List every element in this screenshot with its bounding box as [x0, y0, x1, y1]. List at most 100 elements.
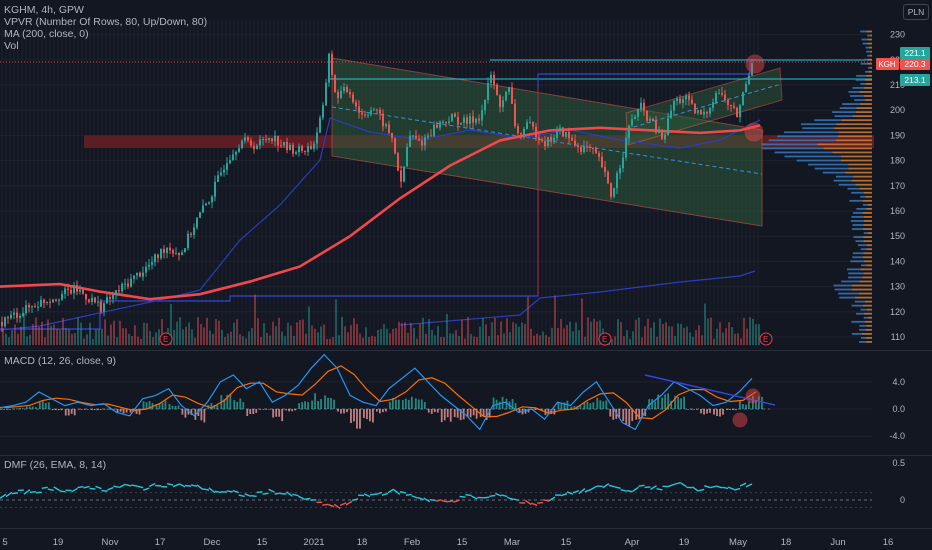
dmf-line-segment	[190, 484, 198, 487]
macd-histogram-bar	[709, 409, 711, 413]
volume-bar	[446, 313, 448, 345]
dmf-line-segment	[590, 485, 598, 491]
vpvr-down-bar	[853, 175, 872, 178]
volume-bar	[20, 326, 22, 345]
macd-histogram-bar	[592, 402, 595, 409]
volume-bar	[362, 337, 364, 345]
dmf-line-segment	[345, 500, 353, 506]
ma-legend[interactable]: MA (200, close, 0)	[4, 28, 89, 40]
macd-histogram-bar	[372, 409, 374, 423]
volume-bar	[308, 306, 310, 345]
dmf-line-segment	[328, 503, 335, 508]
candle-body	[256, 145, 258, 150]
macd-histogram-bar	[482, 409, 485, 417]
vpvr-up-bar	[851, 191, 864, 194]
candle-body	[277, 135, 279, 146]
dmf-line-segment	[166, 482, 174, 486]
macd-histogram-bar	[129, 409, 132, 413]
ma200-line	[0, 124, 761, 301]
macd-trendline	[644, 374, 776, 406]
dmf-line-segment	[602, 483, 610, 489]
symbol-line[interactable]: KGHM, 4h, GPW	[4, 4, 84, 16]
macd-title[interactable]: MACD (12, 26, close, 9)	[4, 355, 117, 367]
macd-histogram-bar	[44, 403, 47, 409]
candle-body	[379, 109, 381, 114]
candle-body	[262, 139, 264, 141]
volume-bar	[740, 338, 742, 345]
vpvr-down-bar	[866, 30, 872, 33]
volume-bar	[392, 328, 394, 345]
candle-body	[190, 233, 192, 235]
vpvr-up-bar	[851, 332, 862, 335]
macd-histogram-bar	[550, 409, 553, 415]
volume-bar	[218, 320, 220, 345]
macd-histogram-bar	[745, 404, 747, 409]
macd-histogram-bar	[625, 409, 628, 425]
volume-bar	[281, 331, 283, 345]
volume-bar	[50, 325, 52, 345]
dmf-tick-label: 0.5	[892, 458, 905, 468]
volume-bar	[158, 329, 160, 345]
vpvr-up-bar	[848, 276, 863, 279]
volume-bar	[335, 299, 337, 345]
macd-histogram-bar	[158, 403, 161, 409]
macd-histogram-bar	[706, 409, 708, 414]
price-tick-label: 120	[890, 307, 905, 317]
dmf-line-segment	[143, 487, 150, 491]
vpvr-up-bar	[861, 38, 868, 41]
vpvr-up-bar	[841, 280, 860, 283]
candle-body	[418, 138, 420, 141]
volume-bar	[593, 318, 595, 345]
candle-body	[460, 122, 462, 125]
dmf-line-segment	[89, 487, 96, 490]
candle-body	[613, 188, 615, 197]
candle-body	[151, 262, 153, 265]
currency-badge[interactable]: PLN	[903, 4, 929, 20]
volume-bar	[656, 336, 658, 345]
macd-histogram-bar	[229, 393, 232, 409]
macd-histogram-bar	[589, 403, 592, 409]
volume-bar	[41, 321, 43, 345]
price-tag-symbol: KGH	[878, 60, 896, 69]
volume-bar	[641, 337, 643, 345]
vpvr-down-bar	[867, 38, 872, 41]
macd-histogram-bar	[735, 409, 737, 411]
macd-histogram-bar	[73, 409, 76, 416]
dmf-line-segment	[453, 499, 460, 503]
candle-body	[718, 93, 720, 95]
volume-bar	[251, 328, 253, 345]
volume-bar	[524, 323, 526, 345]
candle-body	[274, 135, 276, 142]
dmf-line-segment	[250, 494, 257, 498]
candle-body	[67, 288, 69, 290]
blue-trend-line	[0, 117, 761, 331]
candle-body	[7, 317, 9, 319]
vpvr-legend[interactable]: VPVR (Number Of Rows, 80, Up/Down, 80)	[4, 16, 208, 28]
dmf-line-segment	[530, 502, 538, 506]
vol-legend[interactable]: Vol	[4, 40, 19, 52]
candle-body	[238, 148, 240, 152]
macd-histogram-bar	[3, 409, 5, 410]
dmf-line-segment	[513, 498, 520, 501]
vpvr-up-bar	[862, 42, 868, 45]
volume-bar	[419, 323, 421, 345]
macd-histogram-bar	[453, 409, 456, 417]
volume-bar	[443, 337, 445, 345]
volume-bar	[83, 338, 85, 345]
vpvr-up-bar	[838, 292, 860, 295]
macd-histogram-bar	[350, 409, 352, 423]
macd-histogram-bar	[86, 409, 89, 410]
candle-body	[562, 127, 564, 137]
macd-histogram-bar	[47, 402, 50, 409]
volume-bar	[296, 322, 298, 345]
vpvr-up-bar	[860, 337, 867, 339]
vpvr-down-bar	[869, 54, 872, 57]
vpvr-down-bar	[868, 46, 872, 49]
macd-histogram-bar	[298, 403, 301, 409]
candle-body	[676, 98, 678, 102]
dmf-title[interactable]: DMF (26, EMA, 8, 14)	[4, 459, 107, 471]
macd-histogram-bar	[275, 409, 278, 417]
volume-bar	[638, 317, 640, 345]
macd-histogram-bar	[213, 404, 216, 409]
